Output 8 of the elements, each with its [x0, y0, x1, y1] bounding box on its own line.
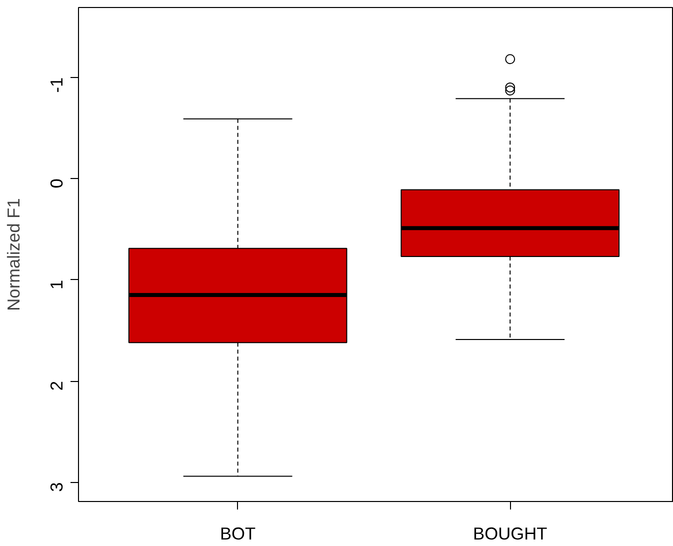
y-tick-label: 1: [46, 280, 66, 290]
x-tick-label: BOUGHT: [473, 524, 548, 544]
y-tick-label: 3: [46, 482, 66, 492]
x-tick-label: BOT: [220, 524, 256, 544]
y-tick-label: 2: [46, 381, 66, 391]
y-axis-title: Normalized F1: [4, 198, 24, 311]
y-tick-label: 0: [46, 178, 66, 188]
y-tick-label: -1: [46, 77, 66, 93]
